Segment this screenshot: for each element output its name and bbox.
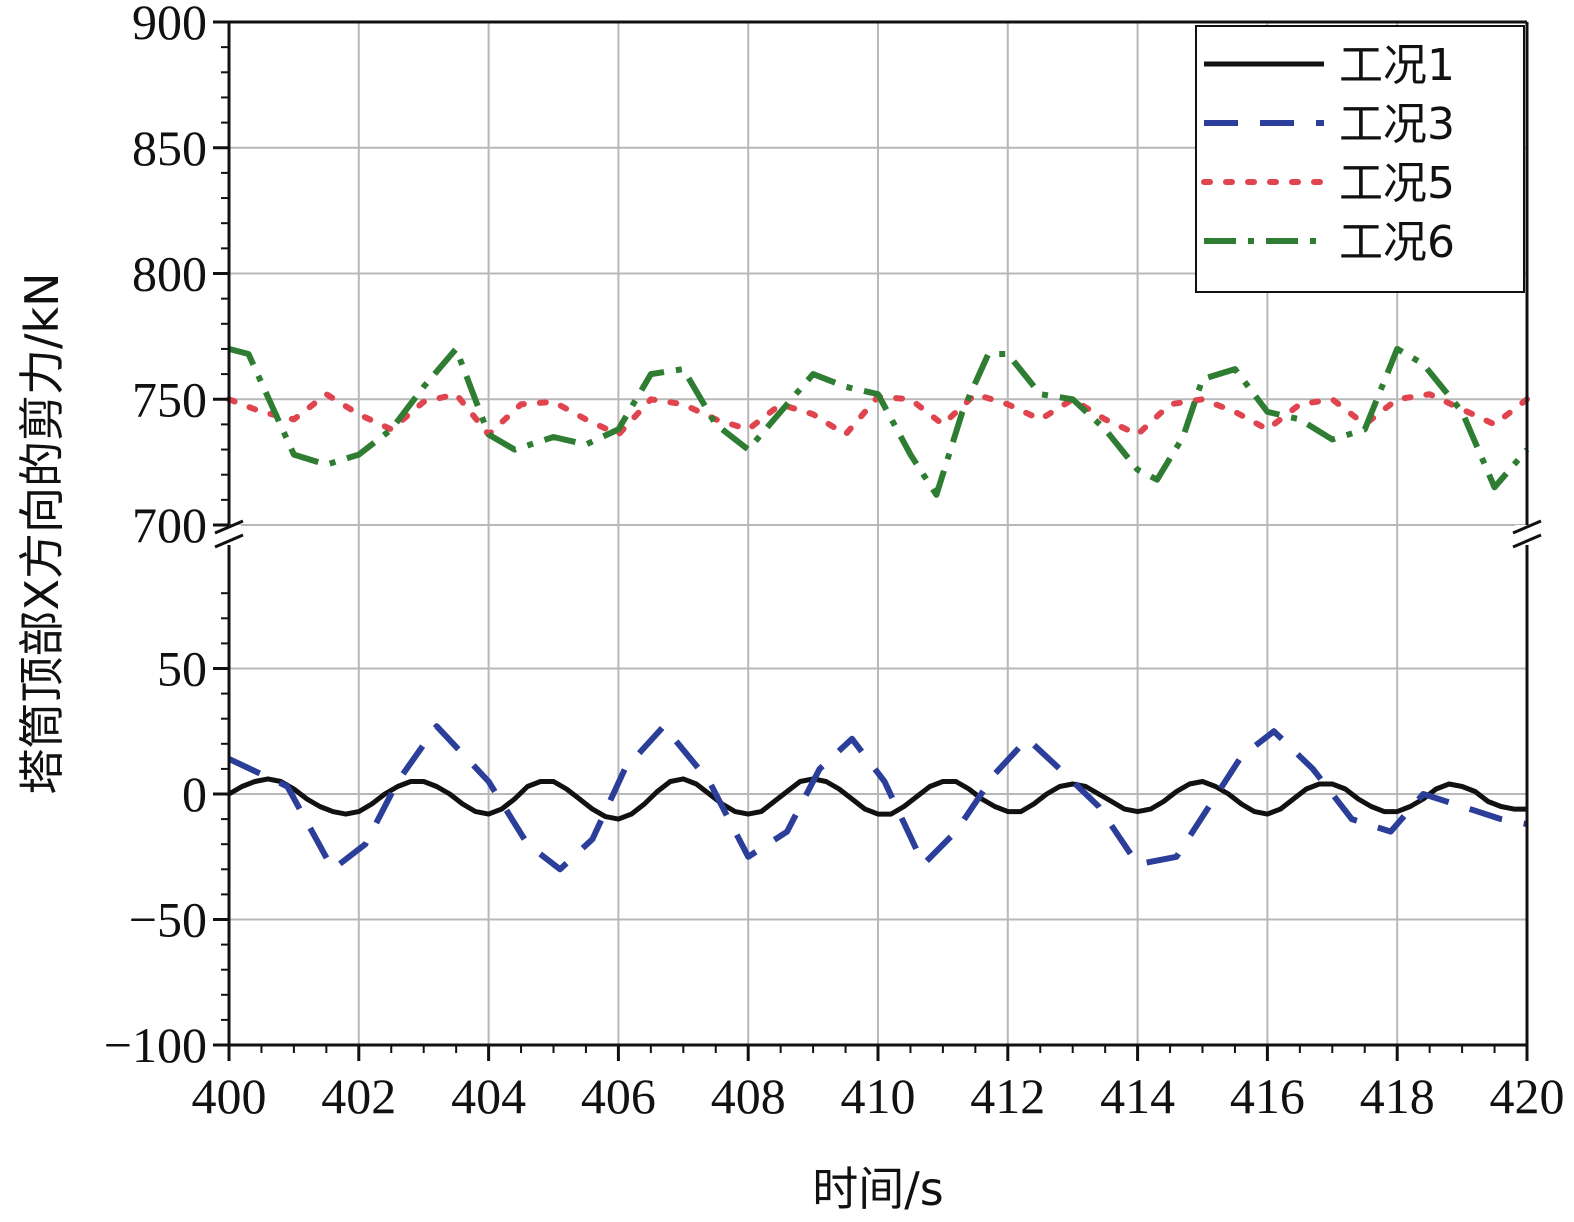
x-tick-label: 410	[841, 1068, 916, 1124]
series-lines	[226, 345, 1530, 873]
series-line-4	[228, 345, 1530, 498]
x-tick-label: 404	[451, 1068, 526, 1124]
series-line-1	[227, 776, 1527, 822]
axis-break-mark	[214, 533, 244, 549]
x-tick-label: 408	[711, 1068, 786, 1124]
x-tick-label: 406	[581, 1068, 656, 1124]
x-tick-label: 418	[1360, 1068, 1435, 1124]
legend-label: 工况1	[1339, 40, 1455, 91]
x-tick-label: 412	[970, 1068, 1045, 1124]
y-tick-label: 750	[132, 371, 207, 427]
y-tick-label: 700	[132, 497, 207, 553]
axis-break-mark	[1512, 519, 1542, 535]
legend-label: 工况6	[1339, 217, 1455, 268]
y-axis-title: 塔筒顶部X方向的剪力/kN	[15, 272, 69, 794]
legend-box	[1195, 25, 1525, 293]
axis-break-mark	[1512, 533, 1542, 549]
x-tick-label: 420	[1490, 1068, 1565, 1124]
x-axis-title: 时间/s	[812, 1162, 943, 1216]
y-tick-label: 800	[132, 246, 207, 302]
tick-labels: 400 402 404 406 408 410 412 414 416 418 420 700 750 8…	[104, 0, 1565, 1124]
x-tick-label: 400	[192, 1068, 267, 1124]
y-tick-label: 50	[157, 641, 207, 697]
series-line-2	[227, 723, 1528, 873]
y-tick-label: 850	[132, 120, 207, 176]
x-tick-label: 416	[1230, 1068, 1305, 1124]
axis-break-mark	[214, 519, 244, 535]
y-tick-label: 900	[132, 0, 207, 50]
axes	[213, 20, 1542, 1061]
legend: 工况1 工况3 工况5 工况6	[1195, 25, 1525, 293]
legend-label: 工况5	[1339, 158, 1455, 209]
x-tick-label: 402	[321, 1068, 396, 1124]
legend-label: 工况3	[1339, 99, 1455, 150]
y-tick-label: −50	[129, 892, 207, 948]
y-tick-label: 0	[182, 766, 207, 822]
y-tick-label: −100	[104, 1017, 207, 1073]
x-tick-label: 414	[1100, 1068, 1175, 1124]
